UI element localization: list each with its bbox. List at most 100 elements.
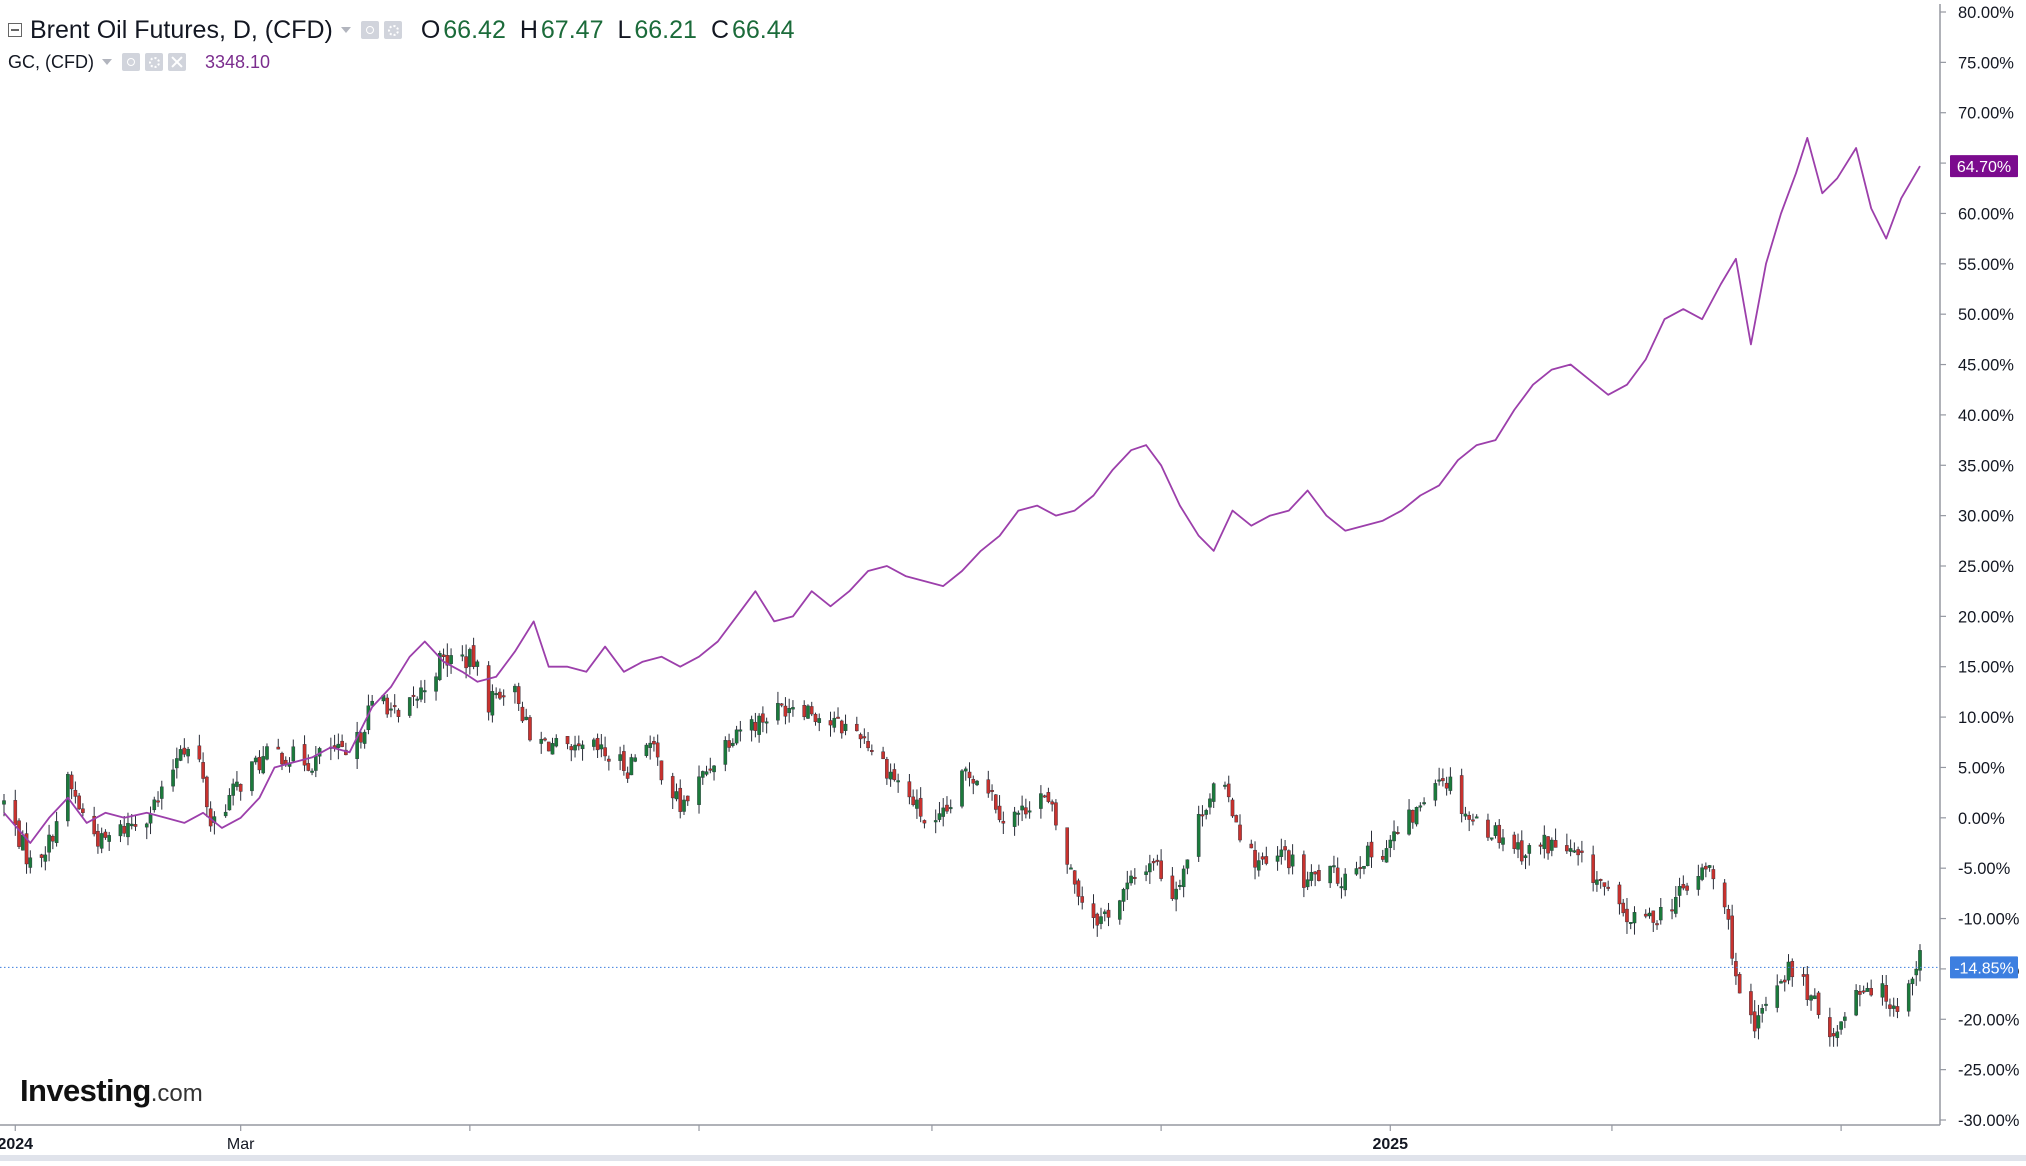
candle-up [100, 828, 103, 854]
candle-down [855, 717, 858, 732]
candle-up [1329, 866, 1332, 888]
candle-down [1802, 967, 1805, 986]
candle-up [1013, 807, 1016, 836]
candle-body [1787, 962, 1790, 980]
candle-up [833, 712, 836, 733]
candle-body [1283, 846, 1286, 850]
candle-down [566, 736, 569, 749]
candle-up [292, 740, 295, 763]
candle-body [660, 761, 663, 780]
compare-series-caret-icon[interactable] [102, 59, 112, 65]
candle-body [987, 780, 990, 794]
compare-settings-gear-icon[interactable] [145, 53, 163, 71]
main-series-title[interactable]: Brent Oil Futures, D, (CFD) [30, 16, 333, 45]
candle-body [1761, 1008, 1764, 1013]
candle-up [1881, 975, 1884, 1006]
candle-up [1306, 872, 1309, 890]
candle-body [1618, 885, 1621, 904]
candle-body [254, 758, 257, 762]
candle-up [1392, 820, 1395, 850]
candle-body [1017, 813, 1020, 815]
candle-up [1175, 882, 1178, 912]
candle-up [423, 680, 426, 703]
visibility-eye-icon[interactable] [361, 21, 379, 39]
candle-down [307, 754, 310, 771]
candle-body [735, 730, 738, 743]
candle-up [1494, 822, 1497, 838]
candle-up [55, 812, 58, 847]
candle-up [818, 713, 821, 731]
candle-up [634, 754, 637, 762]
candle-body [1806, 974, 1809, 999]
candle-down [1539, 842, 1542, 854]
candle-body [1028, 811, 1031, 813]
candle-down [1885, 975, 1888, 1009]
candle-body [551, 743, 554, 754]
compare-visibility-eye-icon[interactable] [122, 53, 140, 71]
candle-body [397, 710, 400, 717]
candle-body [21, 835, 24, 850]
candle-body [81, 809, 84, 813]
candle-up [938, 802, 941, 822]
candle-down [1712, 865, 1715, 889]
candle-body [1625, 909, 1628, 922]
candle-body [1550, 840, 1553, 851]
candle-body [1731, 916, 1734, 959]
candle-down [1486, 814, 1489, 841]
candle-body [70, 775, 73, 789]
candle-body [228, 795, 231, 810]
y-tick-label: 0.00% [1958, 810, 2005, 828]
candle-body [277, 747, 280, 749]
candle-body [998, 806, 1001, 820]
y-tick-label: 45.00% [1958, 357, 2014, 375]
compare-series-title[interactable]: GC, (CFD) [8, 52, 94, 73]
candle-down [908, 774, 911, 804]
candle-up [419, 680, 422, 702]
candle-body [408, 697, 411, 715]
y-tick-label: -25.00% [1958, 1062, 2020, 1080]
candle-down [656, 734, 659, 765]
candle-down [919, 787, 922, 822]
candle-up [44, 846, 47, 870]
collapse-legend-icon[interactable] [8, 23, 22, 37]
main-series-caret-icon[interactable] [341, 27, 351, 33]
candle-body [1911, 979, 1914, 984]
candle-up [1678, 878, 1681, 907]
candle-body [1276, 856, 1279, 862]
candle-body [224, 812, 227, 816]
candle-up [1787, 954, 1790, 984]
candle-body [1622, 903, 1625, 913]
candle-down [78, 793, 81, 810]
candle-down [836, 707, 839, 718]
candle-body [1314, 872, 1317, 874]
settings-gear-icon[interactable] [384, 21, 402, 39]
y-tick-label: 35.00% [1958, 457, 2014, 475]
candle-body [656, 743, 659, 757]
candle-down [1336, 857, 1339, 886]
candle-up [1761, 1004, 1764, 1022]
candle-body [897, 781, 900, 783]
candle-up [551, 738, 554, 755]
candle-body [1843, 1017, 1846, 1021]
candle-up [1855, 984, 1858, 1016]
candle-body [487, 665, 490, 712]
candle-body [1881, 983, 1884, 997]
candle-body [1186, 860, 1189, 869]
candle-up [254, 756, 257, 765]
candle-up [731, 738, 734, 747]
candle-down [51, 834, 54, 849]
candle-down [74, 781, 77, 803]
candle-body [915, 800, 918, 809]
candle-body [1652, 911, 1655, 923]
candle-up [1659, 898, 1662, 925]
candle-down [397, 708, 400, 722]
candle-up [1103, 909, 1106, 921]
candle-up [476, 660, 479, 676]
candle-body [1468, 815, 1471, 819]
candle-down [209, 801, 212, 831]
candle-body [697, 777, 700, 805]
candle-body [626, 773, 629, 779]
candle-down [1832, 1028, 1835, 1047]
remove-compare-close-icon[interactable] [168, 53, 186, 71]
